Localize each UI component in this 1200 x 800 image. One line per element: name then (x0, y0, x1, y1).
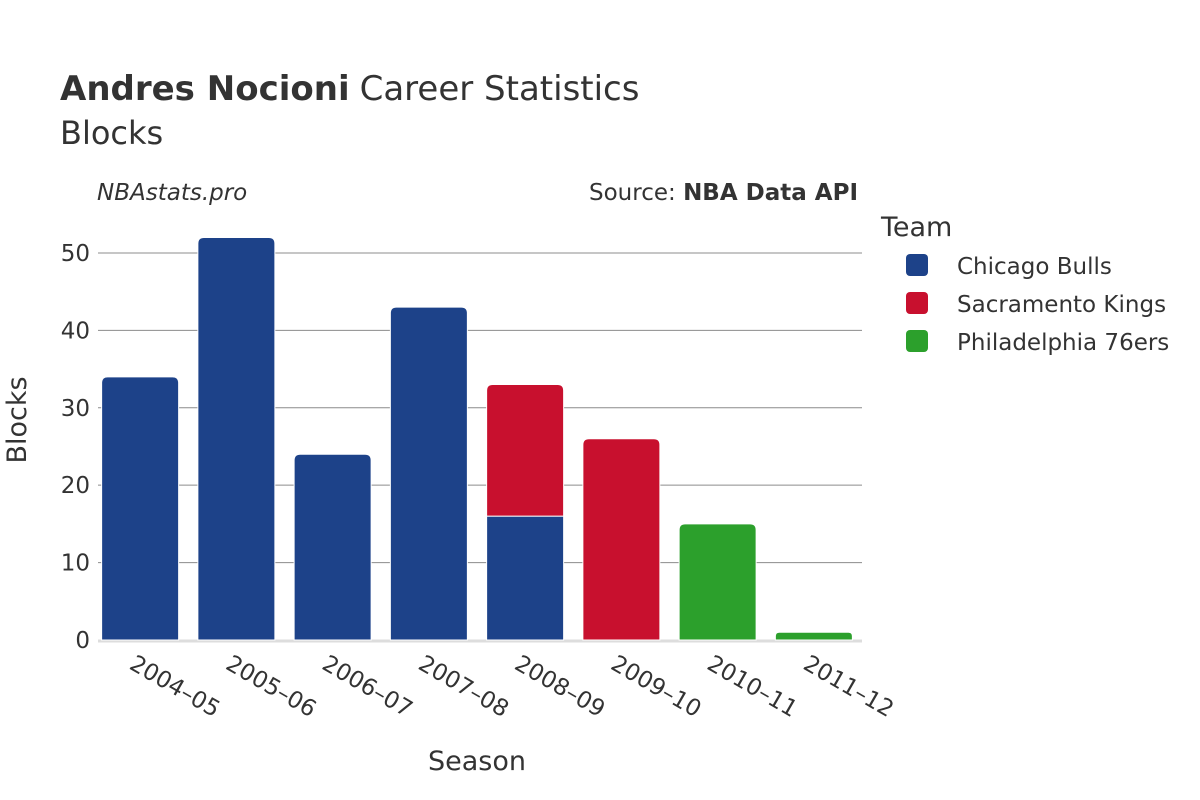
chart-title: Andres Nocioni Career Statistics (60, 69, 639, 109)
x-tick-label: 2009–10 (606, 651, 705, 723)
bar-segment (197, 236, 276, 641)
y-tick-label: 50 (61, 241, 90, 267)
x-axis-title: Season (428, 746, 526, 777)
chart-title-rest: Career Statistics (360, 69, 640, 109)
source-name: NBA Data API (683, 180, 858, 206)
watermark: NBAstats.pro (97, 180, 247, 206)
x-tick-label: 2004–05 (125, 651, 224, 723)
source-prefix: Source: (589, 180, 683, 206)
bar-segment (389, 306, 468, 641)
x-tick-label: 2011–12 (799, 651, 898, 723)
legend-title: Team (880, 212, 952, 243)
y-tick-label: 30 (61, 396, 90, 422)
chart-subtitle: Blocks (60, 114, 163, 152)
bar-segment (486, 515, 565, 641)
y-tick-labels: 0 10 20 30 40 50 (61, 241, 90, 654)
bars (101, 236, 853, 641)
bar-segment (293, 453, 372, 641)
y-tick-label: 20 (61, 473, 90, 499)
y-tick-label: 40 (61, 318, 90, 344)
legend-label: Sacramento Kings (957, 292, 1166, 318)
bar-segment (774, 631, 853, 641)
legend: Chicago Bulls Sacramento Kings Philadelphi… (906, 254, 1169, 356)
y-tick-label: 0 (75, 628, 90, 654)
bar-segment (582, 438, 661, 641)
chart-title-player: Andres Nocioni (60, 69, 350, 109)
x-tick-label: 2010–11 (703, 651, 802, 723)
bar-segment (486, 384, 565, 517)
x-tick-label: 2008–09 (510, 651, 609, 723)
legend-swatch (906, 330, 928, 352)
legend-swatch (906, 292, 928, 314)
x-tick-label: 2005–06 (221, 651, 320, 723)
bar-segment (678, 523, 757, 641)
x-tick-label: 2007–08 (414, 651, 513, 723)
legend-label: Philadelphia 76ers (957, 330, 1169, 356)
legend-swatch (906, 254, 928, 276)
y-axis-title: Blocks (2, 376, 33, 463)
legend-label: Chicago Bulls (957, 254, 1112, 280)
x-tick-labels: 2004–052005–062006–072007–082008–092009–… (125, 651, 898, 723)
x-tick-label: 2006–07 (318, 651, 417, 723)
bar-segment (101, 376, 180, 641)
source-note: Source: NBA Data API (589, 180, 858, 206)
y-tick-label: 10 (61, 551, 90, 577)
